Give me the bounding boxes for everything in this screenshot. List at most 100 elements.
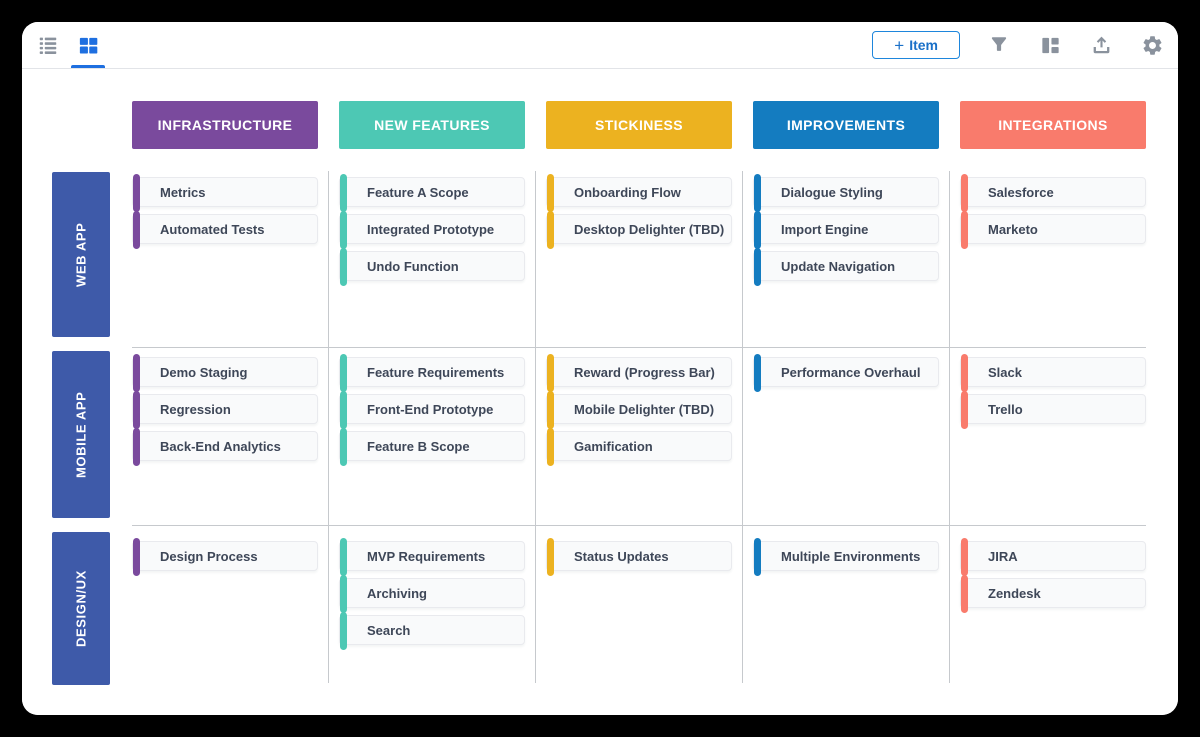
card-label: Archiving (367, 585, 427, 601)
toolbar: + Item (22, 22, 1178, 69)
card[interactable]: Zendesk (960, 575, 1146, 613)
card[interactable]: Gamification (546, 428, 732, 466)
card[interactable]: Archiving (339, 575, 525, 613)
card[interactable]: Slack (960, 354, 1146, 392)
list-view-button[interactable] (28, 22, 68, 68)
card-label: Onboarding Flow (574, 184, 681, 200)
card[interactable]: Update Navigation (753, 248, 939, 286)
card[interactable]: Automated Tests (132, 211, 318, 249)
card[interactable]: Feature A Scope (339, 174, 525, 212)
card[interactable]: Design Process (132, 538, 318, 576)
card[interactable]: Salesforce (960, 174, 1146, 212)
card-label: Reward (Progress Bar) (574, 364, 715, 380)
cell-web-app-stickiness: Onboarding Flow Desktop Delighter (TBD) (546, 171, 732, 347)
card-label: Update Navigation (781, 258, 896, 274)
card-accent-bar (961, 174, 968, 212)
list-view-icon (39, 37, 57, 54)
row-label-design-ux[interactable]: DESIGN/UX (52, 532, 110, 685)
card-label: Salesforce (988, 184, 1054, 200)
card[interactable]: Dialogue Styling (753, 174, 939, 212)
column-header-infrastructure[interactable]: INFRASTRUCTURE (132, 101, 318, 149)
export-button[interactable] (1089, 33, 1113, 57)
card-accent-bar (961, 354, 968, 392)
card-accent-bar (340, 428, 347, 466)
card-accent-bar (547, 354, 554, 392)
row-label-web-app[interactable]: WEB APP (52, 172, 110, 337)
card-label: Integrated Prototype (367, 221, 495, 237)
settings-button[interactable] (1140, 33, 1164, 57)
column-header-integrations[interactable]: INTEGRATIONS (960, 101, 1146, 149)
column-header-new-features[interactable]: NEW FEATURES (339, 101, 525, 149)
card-label: Feature Requirements (367, 364, 505, 380)
card-accent-bar (133, 428, 140, 466)
card-label: Marketo (988, 221, 1038, 237)
gear-icon (1143, 35, 1161, 55)
card-label: Feature A Scope (367, 184, 469, 200)
card[interactable]: Trello (960, 391, 1146, 429)
card-label: JIRA (988, 548, 1018, 564)
card-label: Design Process (160, 548, 258, 564)
card[interactable]: Import Engine (753, 211, 939, 249)
card-label: Feature B Scope (367, 438, 470, 454)
card[interactable]: Metrics (132, 174, 318, 212)
card[interactable]: Feature B Scope (339, 428, 525, 466)
card[interactable]: Mobile Delighter (TBD) (546, 391, 732, 429)
grid-view-button[interactable] (68, 22, 108, 68)
card-accent-bar (340, 575, 347, 613)
column-header-improvements[interactable]: IMPROVEMENTS (753, 101, 939, 149)
card[interactable]: JIRA (960, 538, 1146, 576)
card[interactable]: Integrated Prototype (339, 211, 525, 249)
layout-button[interactable] (1038, 33, 1062, 57)
column-header-stickiness[interactable]: STICKINESS (546, 101, 732, 149)
card[interactable]: Front-End Prototype (339, 391, 525, 429)
card-accent-bar (961, 391, 968, 429)
card[interactable]: Onboarding Flow (546, 174, 732, 212)
card-accent-bar (340, 248, 347, 286)
row-separator-line (132, 525, 1146, 526)
card[interactable]: Undo Function (339, 248, 525, 286)
column-separator-line (742, 171, 743, 683)
card[interactable]: Regression (132, 391, 318, 429)
card[interactable]: Marketo (960, 211, 1146, 249)
card-accent-bar (133, 391, 140, 429)
card[interactable]: Back-End Analytics (132, 428, 318, 466)
card-accent-bar (547, 538, 554, 576)
card-accent-bar (133, 354, 140, 392)
card-label: Automated Tests (160, 221, 265, 237)
card-accent-bar (340, 354, 347, 392)
card-accent-bar (961, 538, 968, 576)
card[interactable]: Status Updates (546, 538, 732, 576)
card-accent-bar (133, 211, 140, 249)
app-window: + Item (22, 22, 1178, 715)
add-item-button[interactable]: + Item (872, 31, 960, 59)
cell-mobile-app-new-features: Feature Requirements Front-End Prototype F… (339, 347, 525, 525)
upload-icon (1093, 36, 1109, 53)
card-label: Multiple Environments (781, 548, 921, 564)
row-label-mobile-app[interactable]: MOBILE APP (52, 351, 110, 518)
card-accent-bar (340, 391, 347, 429)
cell-web-app-improvements: Dialogue Styling Import Engine Update Navi… (753, 171, 939, 347)
card[interactable]: MVP Requirements (339, 538, 525, 576)
card-label: Dialogue Styling (781, 184, 883, 200)
card-accent-bar (547, 211, 554, 249)
filter-button[interactable] (987, 33, 1011, 57)
card[interactable]: Performance Overhaul (753, 354, 939, 392)
card-accent-bar (754, 538, 761, 576)
plus-icon: + (894, 35, 905, 55)
card-accent-bar (340, 211, 347, 249)
card[interactable]: Multiple Environments (753, 538, 939, 576)
grid-view-icon (79, 37, 97, 54)
card-label: Trello (988, 401, 1023, 417)
row-separator-line (132, 347, 1146, 348)
cell-mobile-app-infrastructure: Demo Staging Regression Back-End Analytics (132, 347, 318, 525)
card-label: Front-End Prototype (367, 401, 494, 417)
card[interactable]: Feature Requirements (339, 354, 525, 392)
card-label: Performance Overhaul (781, 364, 921, 380)
card[interactable]: Search (339, 612, 525, 650)
card[interactable]: Desktop Delighter (TBD) (546, 211, 732, 249)
card[interactable]: Reward (Progress Bar) (546, 354, 732, 392)
card[interactable]: Demo Staging (132, 354, 318, 392)
add-item-label: Item (909, 37, 938, 53)
cell-design-ux-integrations: JIRA Zendesk (960, 525, 1146, 683)
card-label: Import Engine (781, 221, 869, 237)
